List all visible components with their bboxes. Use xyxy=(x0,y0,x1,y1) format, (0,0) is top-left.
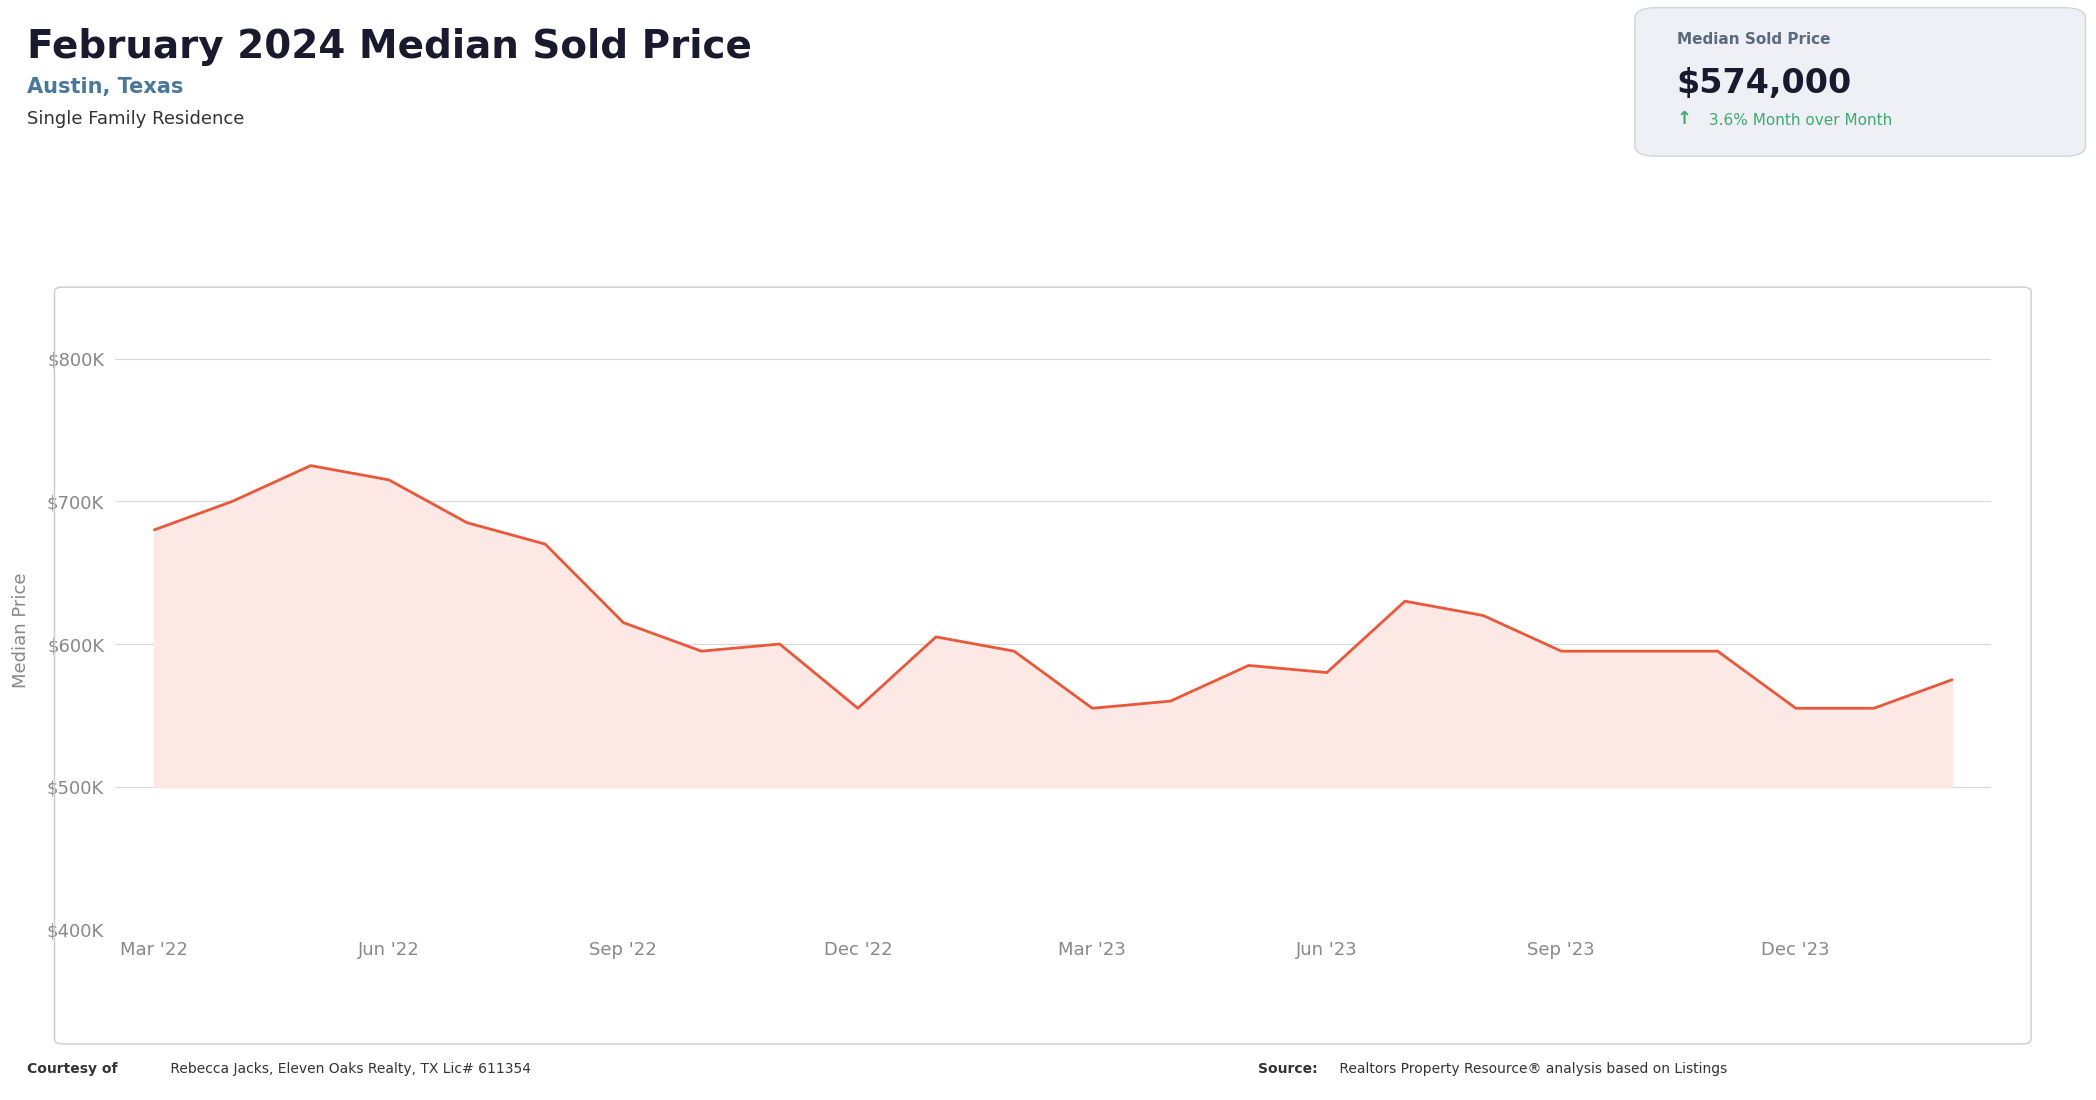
Y-axis label: Median Price: Median Price xyxy=(13,572,29,688)
Text: Source:: Source: xyxy=(1258,1062,1316,1076)
Text: ↑: ↑ xyxy=(1677,110,1691,128)
Text: Austin, Texas: Austin, Texas xyxy=(27,77,184,97)
Text: Single Family Residence: Single Family Residence xyxy=(27,110,245,128)
Text: Median Sold Price: Median Sold Price xyxy=(1677,32,1830,47)
Text: Courtesy of: Courtesy of xyxy=(27,1062,117,1076)
Text: $574,000: $574,000 xyxy=(1677,67,1853,100)
Text: Rebecca Jacks, Eleven Oaks Realty, TX Lic# 611354: Rebecca Jacks, Eleven Oaks Realty, TX Li… xyxy=(166,1062,530,1076)
Text: 3.6% Month over Month: 3.6% Month over Month xyxy=(1704,112,1893,128)
Text: February 2024 Median Sold Price: February 2024 Median Sold Price xyxy=(27,28,752,66)
Text: Realtors Property Resource® analysis based on Listings: Realtors Property Resource® analysis bas… xyxy=(1335,1062,1727,1076)
